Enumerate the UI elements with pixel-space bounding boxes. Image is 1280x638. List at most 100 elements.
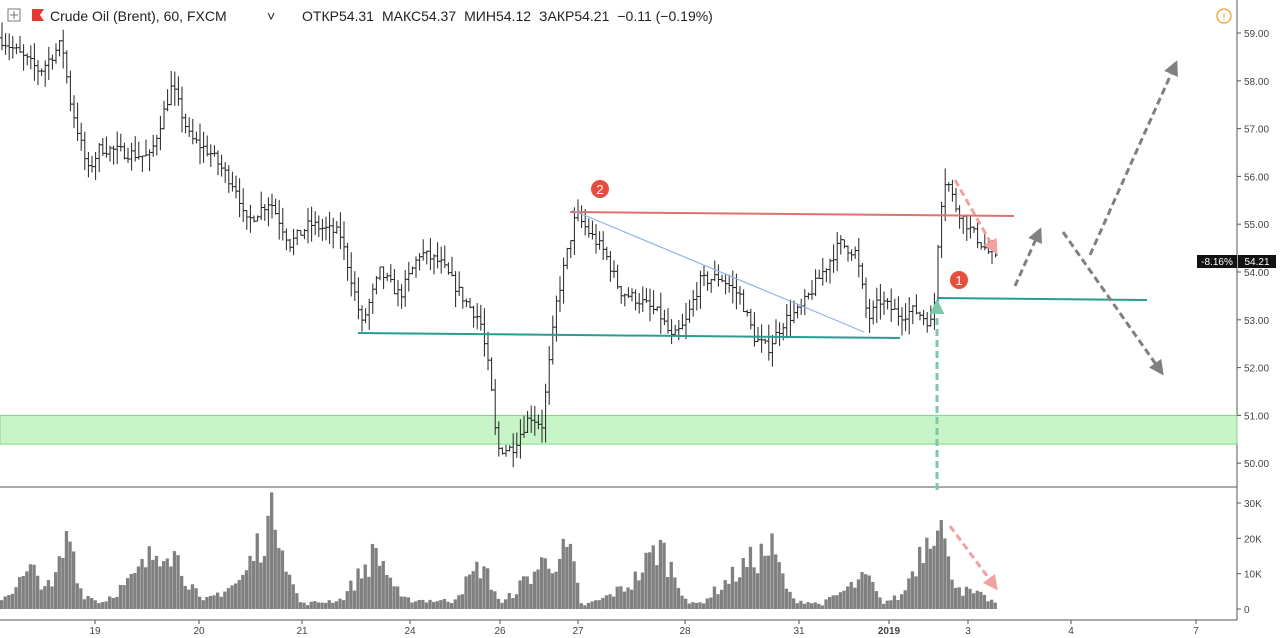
volume-bar	[576, 582, 580, 609]
volume-bar	[792, 598, 796, 609]
volume-bar	[334, 601, 339, 609]
trend-line[interactable]	[571, 209, 865, 333]
volume-bar	[655, 565, 659, 609]
time-tick-label: 20	[193, 626, 205, 637]
symbol-title[interactable]: Crude Oil (Brent), 60, FXCM	[50, 8, 227, 24]
volume-bar	[471, 571, 475, 609]
volume-bar	[381, 560, 385, 609]
volume-bar	[36, 575, 40, 609]
volume-bar	[14, 587, 18, 609]
volume-bar	[453, 599, 457, 609]
volume-bar	[100, 602, 105, 609]
volume-bar	[68, 541, 72, 609]
volume-decline-arrow	[948, 525, 998, 591]
time-tick-label: 31	[793, 626, 805, 637]
volume-bar	[828, 596, 832, 609]
volume-bar	[396, 586, 400, 609]
volume-bar	[658, 539, 663, 609]
time-tick-label: 19	[89, 626, 101, 637]
volume-bar	[709, 597, 713, 609]
volume-bar	[108, 596, 112, 609]
volume-bar	[266, 515, 270, 609]
volume-bar	[968, 588, 972, 609]
volume-bar	[745, 567, 749, 609]
volume-bar	[554, 571, 558, 609]
volume-axis-ticks: 30K 20K 10K 0	[1237, 499, 1262, 616]
volume-bar	[651, 545, 655, 609]
volume-bar	[180, 575, 184, 609]
volume-bar	[590, 601, 594, 609]
price-tick-label: 56.00	[1244, 172, 1269, 183]
marker-one-label: 1	[955, 273, 962, 288]
volume-bar	[439, 600, 443, 609]
volume-bar	[716, 594, 720, 609]
volume-bar	[687, 603, 691, 609]
volume-bar	[738, 577, 742, 609]
volume-bar	[936, 530, 940, 609]
volume-bars	[0, 492, 997, 609]
volume-bar	[720, 589, 724, 609]
volume-bar	[428, 599, 432, 609]
support-line[interactable]	[357, 332, 901, 339]
volume-bar	[730, 566, 735, 609]
volume-bar	[223, 591, 227, 609]
volume-bar	[939, 520, 943, 609]
volume-bar	[457, 595, 461, 609]
volume-bar	[187, 589, 191, 609]
volume-bar	[306, 605, 310, 609]
volume-bar	[410, 602, 414, 609]
volume-bar	[788, 591, 792, 609]
volume-bar	[633, 571, 637, 609]
chevron-down-icon[interactable]: ˅	[267, 8, 275, 24]
volume-bar	[741, 558, 745, 609]
volume-bar	[680, 595, 684, 609]
volume-bar	[766, 555, 771, 609]
volume-bar	[129, 573, 133, 609]
volume-bar	[61, 557, 65, 609]
volume-bar	[277, 548, 281, 609]
price-axis-ticks: 59.00 58.00 57.00 56.00 55.00 54.00 53.00 52.00…	[1237, 29, 1269, 470]
volume-bar	[727, 583, 731, 609]
price-tick-label: 55.00	[1244, 220, 1269, 231]
volume-bar	[543, 558, 547, 609]
volume-bar	[871, 581, 875, 609]
volume-bar	[219, 596, 223, 609]
price-tick-label: 59.00	[1244, 29, 1269, 40]
volume-bar	[774, 554, 778, 609]
volume-bar	[835, 595, 839, 609]
volume-bar	[867, 575, 871, 609]
volume-bar	[86, 596, 90, 609]
volume-bar	[291, 584, 295, 609]
volume-bar	[10, 593, 15, 609]
expand-icon[interactable]	[7, 8, 21, 22]
chart-header: Crude Oil (Brent), 60, FXCM ˅ ОТКР54.31 М…	[7, 8, 1232, 24]
volume-bar	[979, 591, 983, 609]
volume-bar	[468, 574, 472, 609]
volume-bar	[781, 573, 785, 609]
volume-bar	[162, 561, 166, 609]
volume-bar	[489, 589, 493, 609]
resistance-line[interactable]	[569, 211, 1015, 217]
volume-bar	[97, 603, 101, 609]
time-tick-label: 4	[1068, 626, 1074, 637]
volume-bar	[673, 577, 677, 609]
volume-bar	[3, 596, 7, 609]
volume-bar	[806, 602, 810, 609]
price-badge-value: 54.21	[1244, 257, 1269, 268]
volume-bar	[244, 570, 249, 609]
volume-bar	[399, 596, 403, 609]
volume-bar	[259, 562, 263, 609]
volume-bar	[158, 566, 162, 609]
volume-bar	[914, 576, 918, 609]
volume-bar	[414, 601, 418, 609]
ohlc-readout: ОТКР54.31 МАКС54.37 МИН54.12 ЗАКР54.21 −0.11…	[302, 8, 713, 24]
volume-bar	[111, 598, 115, 609]
volume-bar	[813, 602, 817, 609]
volume-bar	[885, 600, 889, 609]
volume-bar	[338, 598, 342, 609]
alert-icon[interactable]	[1216, 8, 1232, 24]
volume-bar	[878, 597, 882, 609]
volume-bar	[331, 602, 335, 609]
volume-bar	[349, 580, 353, 609]
volume-bar	[32, 564, 36, 609]
